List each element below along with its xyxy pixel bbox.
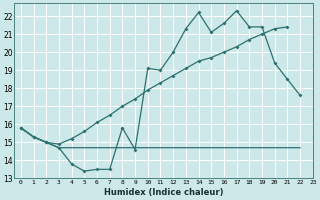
X-axis label: Humidex (Indice chaleur): Humidex (Indice chaleur) — [104, 188, 223, 197]
